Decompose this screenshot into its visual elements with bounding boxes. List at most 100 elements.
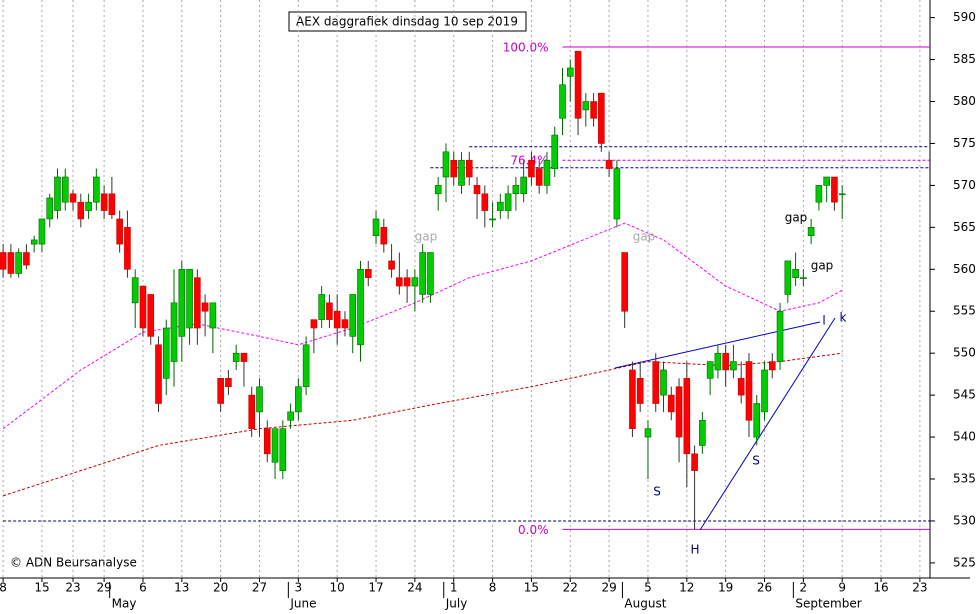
month-label: June	[289, 597, 316, 611]
candle-body	[745, 361, 753, 421]
candle-body	[23, 252, 30, 266]
candle-body	[162, 327, 170, 379]
y-tick-label: 570	[953, 178, 976, 192]
candle-body	[520, 176, 527, 195]
candle-body	[831, 176, 838, 203]
annotation: gap	[811, 259, 834, 273]
candle-body	[737, 378, 745, 396]
y-tick-label: 545	[953, 388, 976, 402]
candle-body	[7, 252, 15, 274]
x-tick-label: 8	[489, 581, 497, 595]
candle-body	[535, 168, 543, 186]
candle-body	[504, 193, 512, 211]
candle-body	[30, 239, 38, 245]
candle-body	[155, 344, 162, 404]
candle-body	[279, 428, 287, 471]
candle-body	[621, 252, 628, 312]
candle-body	[497, 201, 504, 211]
candle-body	[512, 185, 520, 195]
candle-body	[784, 260, 792, 295]
candle-body	[792, 268, 799, 278]
candle-body	[699, 419, 706, 446]
candle-body	[93, 176, 100, 203]
candle-body	[287, 411, 294, 421]
candle-body	[434, 185, 442, 195]
trend-line	[699, 317, 836, 531]
candle-body	[15, 252, 22, 274]
candle-body	[465, 159, 473, 178]
y-tick-label: 530	[953, 513, 976, 527]
x-tick-label: 1	[450, 581, 458, 595]
annotation: S	[653, 485, 661, 499]
x-tick-label: 20	[213, 581, 228, 595]
candle-body	[209, 302, 217, 329]
candle-body	[310, 319, 318, 329]
candle-body	[147, 294, 155, 337]
y-tick-label: 535	[953, 472, 976, 486]
candle-body	[768, 361, 776, 371]
candle-body	[256, 386, 263, 413]
fib-label: 0.0%	[518, 523, 549, 537]
x-tick-label: 9	[838, 581, 846, 595]
candle-body	[450, 159, 458, 178]
candle-body	[613, 168, 621, 220]
x-tick-label: 3	[295, 581, 303, 595]
candle-body	[186, 268, 193, 329]
candle-body	[364, 268, 372, 278]
x-tick-label: 15	[524, 581, 539, 595]
x-tick-label: 10	[330, 581, 345, 595]
y-tick-label: 585	[953, 52, 976, 66]
candle-body	[61, 176, 69, 203]
x-tick-label: 29	[96, 581, 111, 595]
candle-body	[271, 428, 279, 463]
y-tick-label: 590	[953, 10, 976, 24]
candle-body	[232, 352, 240, 362]
x-tick-label: 15	[34, 581, 49, 595]
y-tick-label: 580	[953, 94, 976, 108]
candle-body	[442, 151, 450, 178]
candle-body	[139, 285, 147, 329]
candle-body	[248, 394, 256, 429]
y-tick-label: 540	[953, 430, 976, 444]
candle-body	[800, 277, 807, 279]
candle-body	[706, 361, 714, 379]
month-label: September	[795, 597, 861, 611]
candle-body	[815, 185, 823, 203]
candle-body	[660, 369, 667, 396]
y-tick-label: 560	[953, 262, 976, 276]
candle-body	[333, 310, 341, 329]
annotation: k	[840, 311, 847, 325]
candle-body	[372, 218, 380, 237]
candle-body	[590, 101, 597, 119]
candle-body	[652, 361, 660, 404]
annotation: gap	[785, 211, 808, 225]
candle-body	[388, 260, 395, 270]
candle-body	[753, 403, 761, 438]
x-tick-label: 2	[800, 581, 808, 595]
x-tick-label: 23	[912, 581, 927, 595]
candle-body	[100, 193, 108, 211]
x-tick-label: 26	[757, 581, 772, 595]
candle-body	[341, 319, 349, 329]
candle-body	[326, 302, 333, 320]
candle-body	[178, 268, 186, 337]
x-tick-label: 5	[644, 581, 652, 595]
candle-body	[403, 277, 411, 287]
y-tick-label: 550	[953, 346, 976, 360]
candle-body	[776, 310, 784, 362]
candle-body	[458, 159, 465, 186]
candle-body	[636, 378, 644, 404]
candle-body	[807, 227, 815, 237]
x-tick-label: 12	[679, 581, 694, 595]
candle-body	[605, 159, 613, 169]
month-label: May	[112, 597, 137, 611]
candle-body	[551, 134, 559, 169]
candle-body	[543, 159, 551, 186]
candle-body	[217, 378, 224, 404]
x-tick-label: 24	[407, 581, 422, 595]
candle-body	[85, 201, 92, 211]
chart-title: AEX daggrafiek dinsdag 10 sep 2019	[296, 15, 518, 29]
y-tick-label: 525	[953, 555, 976, 569]
candle-body	[838, 193, 846, 196]
